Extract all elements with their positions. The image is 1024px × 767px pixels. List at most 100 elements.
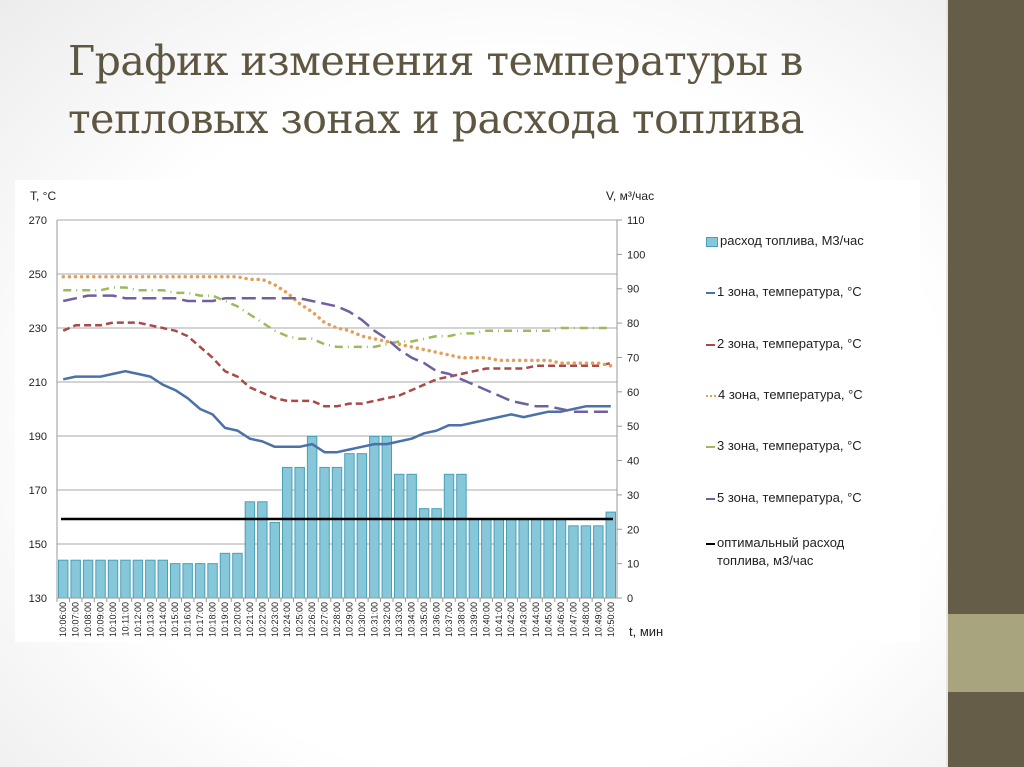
legend-swatch-icon bbox=[706, 343, 715, 346]
x-tick-label: 10:22:00 bbox=[257, 602, 267, 637]
x-tick-label: 10:07:00 bbox=[71, 602, 81, 637]
fuel-bar bbox=[282, 466, 293, 599]
x-tick-label: 10:06:00 bbox=[58, 602, 68, 637]
legend-label: 3 зона, температура, °C bbox=[717, 438, 862, 453]
legend-item: оптимальный расход топлива, м3/час bbox=[706, 534, 844, 570]
left-axis-label: T, °C bbox=[30, 189, 56, 203]
x-tick-label: 10:26:00 bbox=[307, 602, 317, 637]
side-panel-edge bbox=[946, 0, 948, 767]
x-tick-label: 10:39:00 bbox=[469, 602, 479, 637]
left-tick-label: 190 bbox=[29, 431, 47, 443]
x-tick-label: 10:45:00 bbox=[544, 602, 554, 637]
fuel-bar bbox=[555, 518, 567, 599]
x-tick-label: 10:19:00 bbox=[220, 602, 230, 637]
fuel-bar bbox=[70, 559, 81, 599]
x-tick-label: 10:20:00 bbox=[232, 602, 242, 637]
fuel-bar bbox=[132, 559, 144, 599]
fuel-bar bbox=[369, 435, 380, 599]
x-tick-label: 10:46:00 bbox=[556, 602, 566, 637]
fuel-bars bbox=[58, 435, 616, 599]
fuel-bar bbox=[107, 559, 119, 599]
x-tick-label: 10:43:00 bbox=[519, 602, 529, 637]
fuel-bar bbox=[319, 466, 330, 599]
right-tick-label: 20 bbox=[627, 524, 639, 536]
legend-label: оптимальный расход bbox=[717, 535, 845, 550]
right-tick-label: 100 bbox=[627, 249, 645, 261]
x-tick-label: 10:25:00 bbox=[295, 602, 305, 637]
x-tick-label: 10:27:00 bbox=[320, 602, 330, 637]
fuel-bar bbox=[194, 563, 206, 599]
x-tick-label: 10:44:00 bbox=[531, 602, 541, 637]
fuel-bar bbox=[145, 559, 156, 599]
chart-grid bbox=[57, 219, 617, 599]
title-line-2: тепловых зонах и расхода топлива bbox=[68, 95, 804, 143]
x-tick-label: 10:33:00 bbox=[394, 602, 404, 637]
x-tick-label: 10:29:00 bbox=[344, 602, 354, 637]
legend-label: расход топлива, М3/час bbox=[720, 233, 864, 248]
left-tick-label: 230 bbox=[29, 323, 47, 335]
legend-label: 4 зона, температура, °C bbox=[718, 387, 863, 402]
fuel-bar bbox=[406, 473, 417, 599]
right-tick-label: 70 bbox=[627, 352, 639, 364]
legend-item: 5 зона, температура, °C bbox=[706, 489, 862, 507]
left-tick-label: 170 bbox=[29, 485, 47, 497]
x-tick-label: 10:35:00 bbox=[419, 602, 429, 637]
x-tick-label: 10:11:00 bbox=[120, 602, 130, 636]
x-tick-label: 10:18:00 bbox=[208, 602, 218, 637]
x-tick-label: 10:47:00 bbox=[568, 602, 578, 637]
x-tick-label: 10:30:00 bbox=[357, 602, 367, 637]
left-tick-label: 210 bbox=[29, 377, 47, 389]
series-line bbox=[61, 274, 613, 368]
legend-swatch-icon bbox=[706, 291, 715, 294]
right-tick-label: 40 bbox=[627, 456, 639, 468]
legend-swatch-icon bbox=[706, 542, 715, 545]
fuel-bar bbox=[568, 525, 579, 599]
x-tick-label: 10:48:00 bbox=[581, 602, 591, 637]
fuel-bar bbox=[356, 453, 368, 599]
fuel-bar bbox=[257, 501, 268, 599]
x-tick-label: 10:50:00 bbox=[606, 602, 616, 637]
fuel-bar bbox=[530, 518, 542, 599]
fuel-bar bbox=[456, 473, 467, 599]
x-tick-label: 10:09:00 bbox=[96, 602, 106, 637]
x-tick-label: 10:10:00 bbox=[108, 602, 118, 637]
fuel-bar bbox=[443, 473, 455, 599]
legend-swatch-icon bbox=[706, 445, 715, 448]
fuel-bar bbox=[58, 559, 69, 599]
legend-item: 3 зона, температура, °C bbox=[706, 437, 862, 455]
fuel-bar bbox=[431, 508, 442, 599]
fuel-bar bbox=[381, 435, 392, 599]
fuel-bar bbox=[170, 563, 181, 599]
right-tick-label: 0 bbox=[627, 593, 633, 605]
left-tick-label: 150 bbox=[29, 539, 47, 551]
x-tick-label: 10:31:00 bbox=[369, 602, 379, 637]
temperature-lines bbox=[61, 274, 613, 521]
left-tick-label: 250 bbox=[29, 269, 47, 281]
x-tick-label: 10:40:00 bbox=[481, 602, 491, 637]
legend-label: 1 зона, температура, °C bbox=[717, 284, 862, 299]
fuel-bar bbox=[605, 511, 616, 599]
x-tick-label: 10:32:00 bbox=[382, 602, 392, 637]
legend-item: 1 зона, температура, °C bbox=[706, 283, 862, 301]
series-line bbox=[62, 294, 611, 413]
right-tick-label: 10 bbox=[627, 559, 639, 571]
fuel-bar bbox=[95, 559, 106, 599]
x-tick-label: 10:24:00 bbox=[282, 602, 292, 637]
fuel-bar bbox=[182, 563, 193, 599]
right-tick-label: 30 bbox=[627, 490, 639, 502]
x-axis-label: t, мин bbox=[629, 624, 663, 639]
series-line bbox=[62, 321, 612, 408]
x-tick-label: 10:08:00 bbox=[83, 602, 93, 637]
legend-item: расход топлива, М3/час bbox=[706, 232, 864, 250]
x-tick-label: 10:21:00 bbox=[245, 602, 255, 637]
right-axis-label: V, м³/час bbox=[606, 189, 654, 203]
fuel-bar bbox=[468, 518, 480, 599]
x-tick-label: 10:41:00 bbox=[494, 602, 504, 637]
left-tick-label: 270 bbox=[29, 215, 47, 227]
fuel-bar bbox=[418, 508, 430, 599]
x-tick-label: 10:49:00 bbox=[593, 602, 603, 637]
side-decor-band bbox=[948, 614, 1024, 692]
right-tick-label: 60 bbox=[627, 387, 639, 399]
legend-swatch-icon bbox=[706, 497, 715, 500]
